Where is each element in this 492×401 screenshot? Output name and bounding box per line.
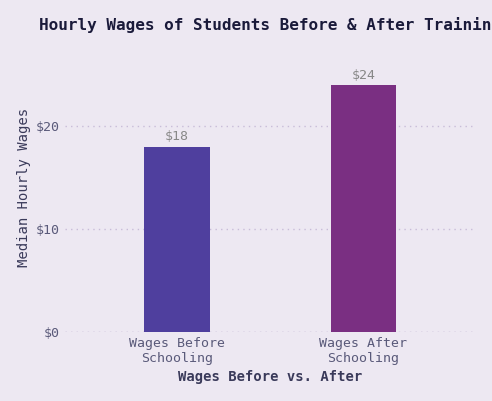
Title: Hourly Wages of Students Before & After Training: Hourly Wages of Students Before & After … <box>39 17 492 32</box>
Text: $24: $24 <box>351 69 375 82</box>
Y-axis label: Median Hourly Wages: Median Hourly Wages <box>17 108 31 267</box>
Bar <box>144 146 210 332</box>
X-axis label: Wages Before vs. After: Wages Before vs. After <box>178 371 362 384</box>
Bar <box>331 85 396 332</box>
Text: $18: $18 <box>165 130 189 144</box>
